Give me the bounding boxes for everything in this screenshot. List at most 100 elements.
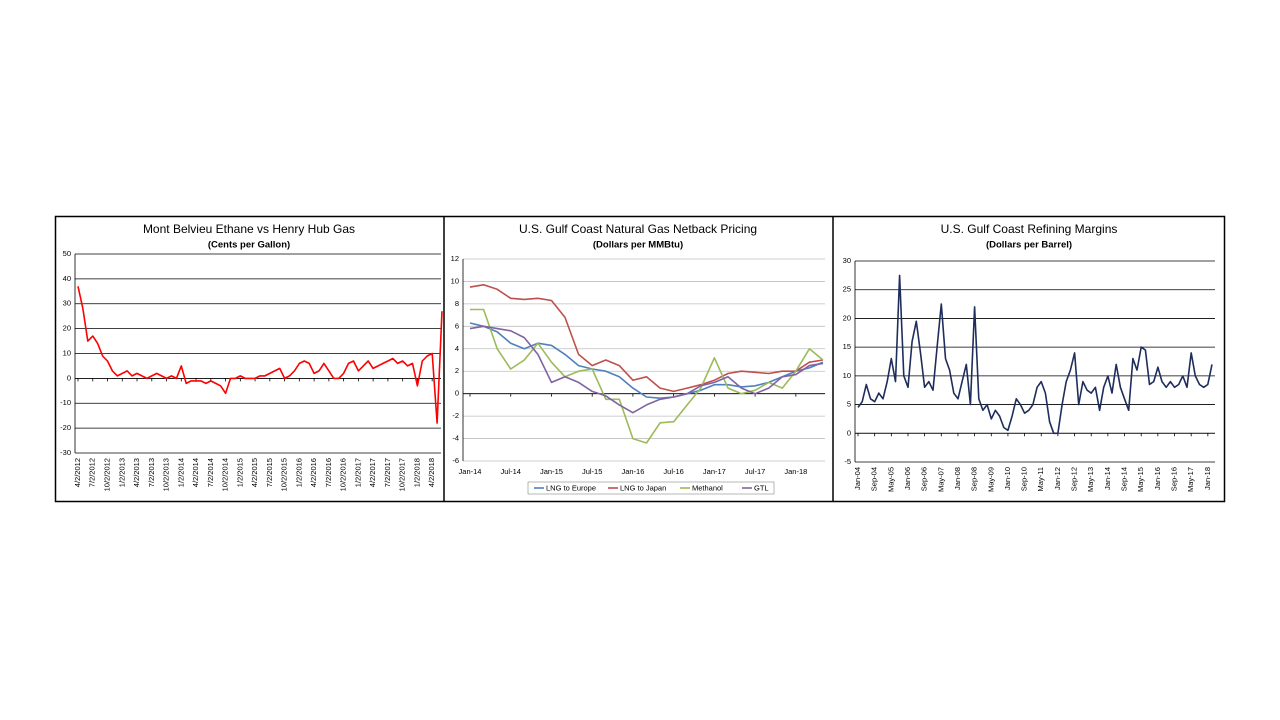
x-tick-label: Jul-14 — [501, 467, 521, 476]
x-tick-label: 1/2/2018 — [412, 458, 421, 487]
chart-title: Mont Belvieu Ethane vs Henry Hub Gas — [143, 222, 355, 236]
x-tick-label: 1/2/2015 — [235, 458, 244, 487]
x-tick-label: Jan-04 — [853, 467, 862, 490]
data-line — [77, 286, 443, 424]
y-tick-label: -20 — [60, 423, 71, 432]
x-tick-label: 4/2/2017 — [368, 458, 377, 487]
data-line — [469, 284, 824, 393]
y-tick-label: 0 — [455, 389, 459, 398]
x-tick-label: 10/2/2013 — [162, 458, 171, 491]
legend-box — [527, 481, 775, 495]
x-tick-label: May-11 — [1036, 467, 1045, 491]
data-line — [857, 274, 1213, 435]
y-tick-label: 30 — [63, 299, 71, 308]
x-tick-label: 4/2/2013 — [132, 458, 141, 487]
x-tick-label: May-09 — [986, 467, 995, 492]
x-tick-label: Jan-06 — [903, 467, 912, 490]
y-tick-label: -4 — [452, 434, 459, 443]
x-tick-label: Jan-17 — [703, 467, 726, 476]
x-tick-label: Jan-14 — [1103, 467, 1112, 490]
chart-subtitle: (Cents per Gallon) — [208, 240, 290, 251]
y-tick-label: 20 — [63, 324, 71, 333]
x-tick-label: 7/2/2015 — [265, 458, 274, 487]
x-tick-label: Jan-15 — [540, 467, 563, 476]
legend-label: GTL — [754, 483, 769, 492]
y-tick-label: -30 — [60, 448, 71, 457]
x-tick-label: 10/2/2016 — [339, 458, 348, 491]
x-tick-label: May-13 — [1086, 467, 1095, 492]
x-tick-label: May-05 — [886, 467, 895, 492]
chart-title: U.S. Gulf Coast Refining Margins — [941, 222, 1118, 236]
x-tick-label: Jan-18 — [784, 467, 807, 476]
x-tick-label: Jan-18 — [1203, 467, 1212, 490]
y-tick-label: 50 — [63, 249, 71, 258]
y-tick-label: 20 — [843, 313, 851, 322]
x-tick-label: Sep-12 — [1070, 467, 1079, 491]
x-tick-label: 7/2/2013 — [147, 458, 156, 487]
x-tick-label: 4/2/2015 — [250, 458, 259, 487]
chart-subtitle: (Dollars per MMBtu) — [593, 240, 683, 251]
y-tick-label: 25 — [843, 285, 851, 294]
x-tick-label: 10/2/2014 — [221, 458, 230, 491]
x-tick-label: Jul-16 — [663, 467, 683, 476]
y-tick-label: 8 — [455, 299, 459, 308]
x-tick-label: Jan-12 — [1053, 467, 1062, 490]
x-tick-label: Sep-16 — [1170, 467, 1179, 491]
y-tick-label: 10 — [843, 371, 851, 380]
x-tick-label: Jul-17 — [745, 467, 765, 476]
x-tick-label: Jul-15 — [582, 467, 602, 476]
x-tick-label: Jan-10 — [1003, 467, 1012, 490]
x-tick-label: 4/2/2018 — [427, 458, 436, 487]
y-tick-label: 4 — [455, 344, 459, 353]
frame — [54, 215, 1226, 503]
x-tick-label: Jan-08 — [953, 467, 962, 490]
x-tick-label: 7/2/2016 — [324, 458, 333, 487]
data-line — [470, 308, 824, 444]
x-tick-label: Sep-06 — [920, 467, 929, 491]
y-tick-label: -6 — [452, 456, 459, 465]
y-tick-label: 2 — [455, 366, 459, 375]
chart-subtitle: (Dollars per Barrel) — [986, 240, 1072, 251]
y-tick-label: -2 — [452, 411, 459, 420]
x-tick-label: 4/2/2016 — [309, 458, 318, 487]
x-tick-label: Sep-10 — [1020, 467, 1029, 491]
y-tick-label: 10 — [63, 348, 71, 357]
y-tick-label: -5 — [844, 457, 851, 466]
x-tick-label: 10/2/2017 — [398, 458, 407, 491]
x-tick-label: Jan-14 — [459, 467, 482, 476]
x-tick-label: 7/2/2014 — [206, 458, 215, 487]
x-tick-label: 1/2/2016 — [294, 458, 303, 487]
x-tick-label: 7/2/2012 — [88, 458, 97, 487]
legend-label: Methanol — [692, 483, 723, 492]
y-tick-label: 30 — [843, 256, 851, 265]
legend-label: LNG to Japan — [620, 483, 666, 492]
legend-label: LNG to Europe — [546, 483, 596, 492]
x-tick-label: 1/2/2013 — [117, 458, 126, 487]
x-tick-label: Sep-14 — [1120, 467, 1129, 491]
y-tick-label: -10 — [60, 398, 71, 407]
x-tick-label: 1/2/2014 — [176, 458, 185, 487]
chart-title: U.S. Gulf Coast Natural Gas Netback Pric… — [519, 222, 757, 236]
x-tick-label: 10/2/2012 — [102, 458, 111, 491]
x-tick-label: Jan-16 — [1153, 467, 1162, 490]
y-tick-label: 40 — [63, 274, 71, 283]
x-tick-label: May-07 — [936, 467, 945, 492]
y-tick-label: 0 — [847, 428, 851, 437]
x-tick-label: 10/2/2015 — [280, 458, 289, 491]
y-tick-label: 5 — [847, 400, 851, 409]
x-tick-label: 4/2/2012 — [73, 458, 82, 487]
x-tick-label: Sep-08 — [970, 467, 979, 491]
x-tick-label: Sep-04 — [870, 467, 879, 491]
x-tick-label: May-15 — [1136, 467, 1145, 492]
data-line — [469, 322, 824, 399]
y-tick-label: 0 — [67, 373, 71, 382]
data-line — [469, 325, 824, 414]
y-tick-label: 12 — [451, 254, 459, 263]
y-tick-label: 10 — [451, 276, 459, 285]
y-tick-label: 6 — [455, 321, 459, 330]
y-tick-label: 15 — [843, 342, 851, 351]
x-tick-label: 4/2/2014 — [191, 458, 200, 487]
x-tick-label: Jan-16 — [621, 467, 644, 476]
x-tick-label: May-17 — [1186, 467, 1195, 492]
